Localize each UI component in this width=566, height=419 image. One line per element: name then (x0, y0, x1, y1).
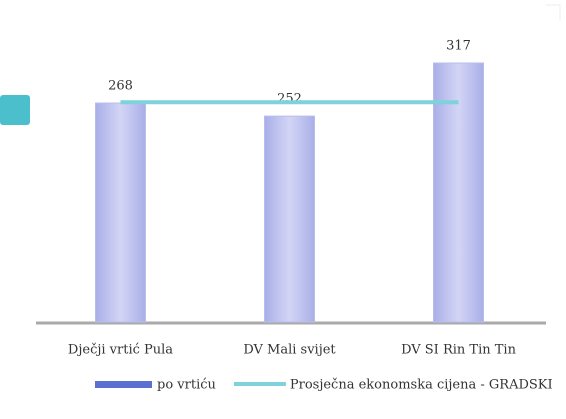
x-tick-label: DV SI Rin Tin Tin (401, 343, 517, 358)
x-tick-label: DV Mali svijet (243, 343, 336, 358)
legend-swatch (95, 381, 152, 388)
x-tick-label: Dječji vrtić Pula (68, 343, 173, 358)
data-label: 317 (446, 39, 471, 54)
data-label: 268 (108, 79, 133, 94)
legend-label: po vrtiću (157, 378, 216, 393)
bar (95, 102, 146, 323)
bar (433, 62, 484, 323)
bar (264, 115, 315, 323)
frame-corner (546, 4, 561, 20)
side-tab (0, 95, 30, 125)
legend-label: Prosječna ekonomska cijena - GRADSKI (290, 378, 553, 393)
data-label: 252 (277, 92, 302, 107)
